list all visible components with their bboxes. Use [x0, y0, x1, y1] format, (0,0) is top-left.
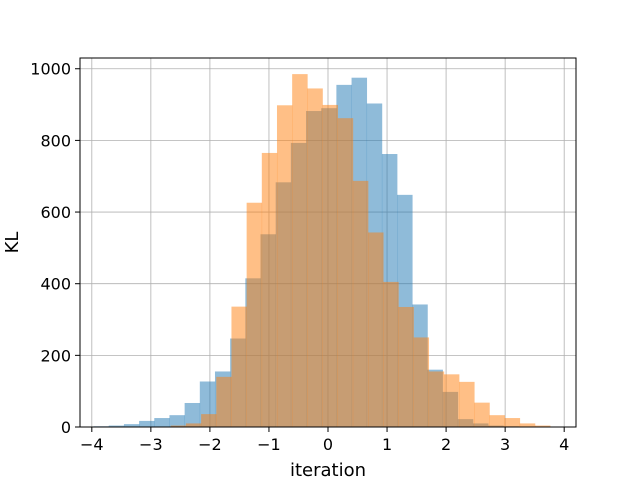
- histogram-bar: [489, 415, 504, 427]
- y-tick-label: 600: [40, 203, 71, 222]
- histogram-bar: [169, 415, 184, 427]
- y-tick-label: 0: [61, 418, 71, 437]
- histogram-bar: [383, 282, 398, 427]
- x-tick-label: −1: [257, 435, 281, 454]
- histogram-bar: [277, 105, 292, 427]
- histogram-bar: [414, 337, 429, 427]
- y-tick-label: 400: [40, 275, 71, 294]
- x-tick-label: −2: [198, 435, 222, 454]
- histogram-bar: [429, 371, 444, 427]
- histogram-bar: [520, 423, 535, 427]
- histogram-bar: [444, 374, 459, 427]
- histogram-bar: [307, 88, 322, 427]
- histogram-bar: [338, 118, 353, 427]
- y-tick-label: 1000: [30, 60, 71, 79]
- histogram-bar: [262, 153, 277, 427]
- histogram-bar: [216, 377, 231, 427]
- histogram-bar: [154, 418, 169, 427]
- x-axis-title: iteration: [290, 460, 366, 480]
- histogram-bar: [323, 105, 338, 427]
- y-tick-label: 800: [40, 131, 71, 150]
- y-tick-label: 200: [40, 346, 71, 365]
- x-tick-label: −3: [139, 435, 163, 454]
- x-tick-label: 0: [323, 435, 333, 454]
- x-tick-label: 3: [500, 435, 510, 454]
- histogram-bar: [474, 403, 489, 427]
- x-tick-label: 4: [559, 435, 569, 454]
- histogram-bar: [292, 74, 307, 427]
- x-tick-label: −4: [80, 435, 104, 454]
- x-tick-label: 2: [441, 435, 451, 454]
- histogram-bar: [459, 382, 474, 427]
- histogram-bar: [139, 421, 154, 427]
- histogram-bar: [185, 403, 200, 427]
- histogram-bar: [186, 423, 201, 427]
- bars-layer: [94, 74, 566, 427]
- x-tick-label: 1: [382, 435, 392, 454]
- histogram-bar: [247, 203, 262, 427]
- histogram-bar: [368, 232, 383, 427]
- y-axis-title: KL: [2, 232, 23, 254]
- histogram-bar: [353, 181, 368, 427]
- histogram-bar: [201, 414, 216, 427]
- histogram-bar: [231, 307, 246, 427]
- histogram-bar: [505, 418, 520, 427]
- histogram-bar: [398, 307, 413, 427]
